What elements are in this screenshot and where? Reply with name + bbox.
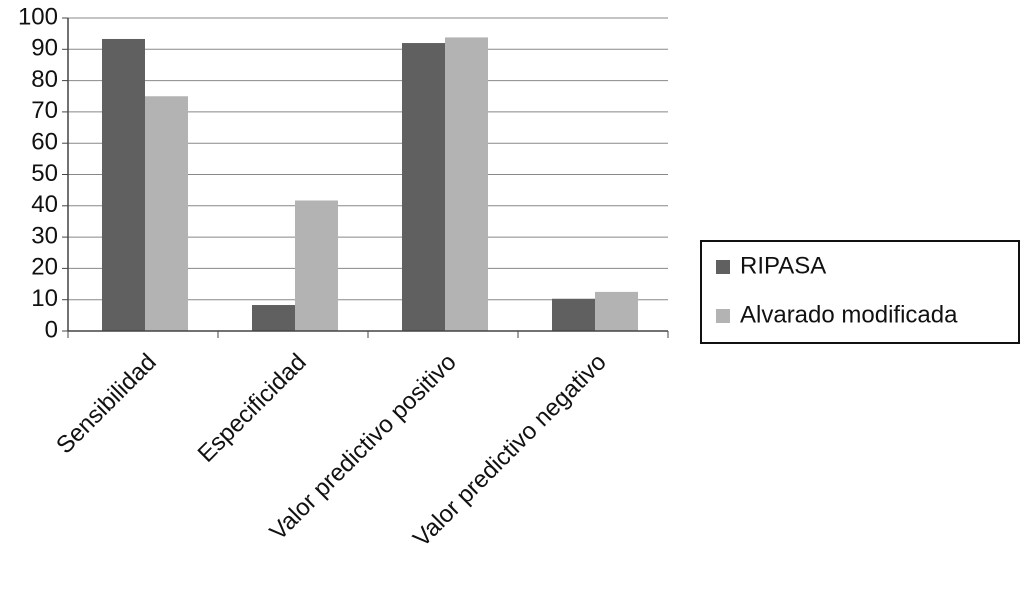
x-tick-label: Especificidad — [193, 349, 312, 468]
bar — [102, 38, 145, 331]
bar — [402, 43, 445, 331]
y-tick-label: 100 — [18, 3, 58, 30]
bar — [295, 200, 338, 331]
y-tick-label: 60 — [31, 129, 58, 156]
bar — [145, 96, 188, 331]
bar — [445, 37, 488, 331]
y-tick-label: 80 — [31, 66, 58, 93]
y-tick-label: 40 — [31, 191, 58, 218]
y-tick-label: 90 — [31, 35, 58, 62]
x-tick-label: Sensibilidad — [51, 349, 162, 460]
y-tick-label: 0 — [45, 316, 58, 343]
y-tick-label: 70 — [31, 97, 58, 124]
legend-swatch — [716, 309, 730, 323]
y-tick-label: 20 — [31, 254, 58, 281]
bar — [552, 298, 595, 331]
y-tick-label: 50 — [31, 160, 58, 187]
legend-label: Alvarado modificada — [740, 301, 958, 328]
y-tick-label: 30 — [31, 222, 58, 249]
y-tick-label: 10 — [31, 285, 58, 312]
legend-swatch — [716, 260, 730, 274]
bar — [595, 291, 638, 331]
bar — [252, 305, 295, 331]
legend-box — [700, 240, 1020, 344]
legend-label: RIPASA — [740, 252, 826, 279]
